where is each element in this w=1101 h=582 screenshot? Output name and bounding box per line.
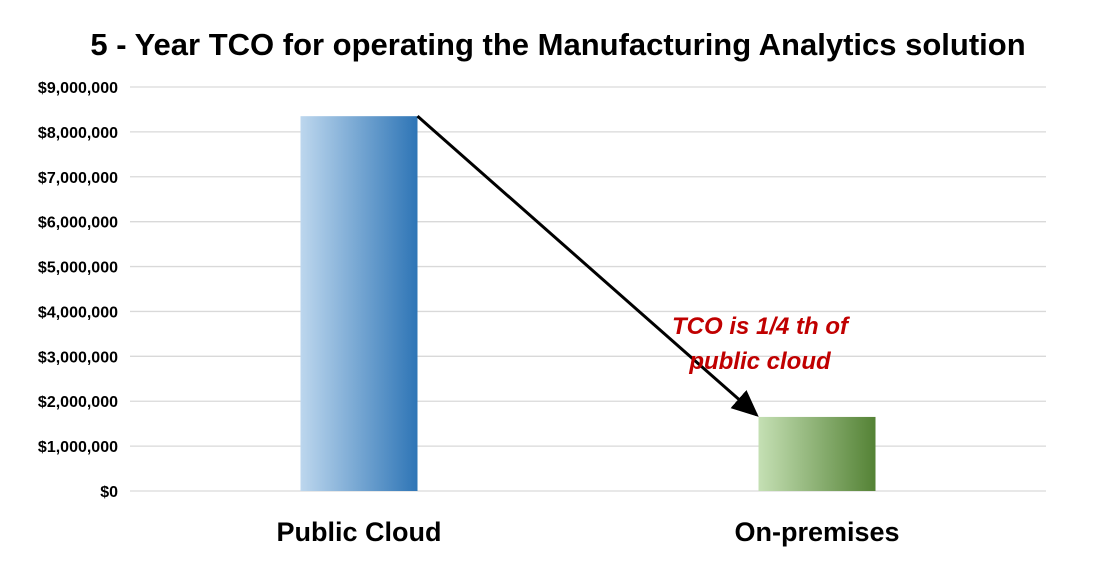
y-axis-tick-labels: $0 $1,000,000 $2,000,000 $3,000,000 $4,000,0… — [38, 80, 118, 501]
annotation-layer: TCO is 1/4 th of public cloud — [416, 115, 850, 417]
bar-public-cloud — [300, 116, 418, 491]
chart-title: 5 - Year TCO for operating the Manufactu… — [90, 27, 1025, 62]
trend-arrow — [416, 115, 759, 417]
x-tick-label: Public Cloud — [277, 517, 442, 547]
y-tick-label: $3,000,000 — [38, 349, 118, 366]
gridlines — [130, 86, 1046, 492]
y-tick-label: $5,000,000 — [38, 260, 118, 277]
y-tick-label: $8,000,000 — [38, 125, 118, 142]
y-tick-label: $7,000,000 — [38, 170, 118, 187]
y-tick-label: $0 — [100, 484, 118, 501]
annotation-line: public cloud — [688, 348, 832, 375]
y-tick-label: $6,000,000 — [38, 215, 118, 232]
bars — [300, 116, 876, 491]
y-tick-label: $9,000,000 — [38, 80, 118, 97]
x-axis-tick-labels: Public Cloud On-premises — [277, 517, 900, 547]
y-tick-label: $2,000,000 — [38, 394, 118, 411]
y-tick-label: $4,000,000 — [38, 304, 118, 321]
annotation-line: TCO is 1/4 th of — [672, 313, 850, 340]
x-tick-label: On-premises — [734, 517, 899, 547]
bar-on-premises — [758, 416, 876, 491]
y-tick-label: $1,000,000 — [38, 439, 118, 456]
